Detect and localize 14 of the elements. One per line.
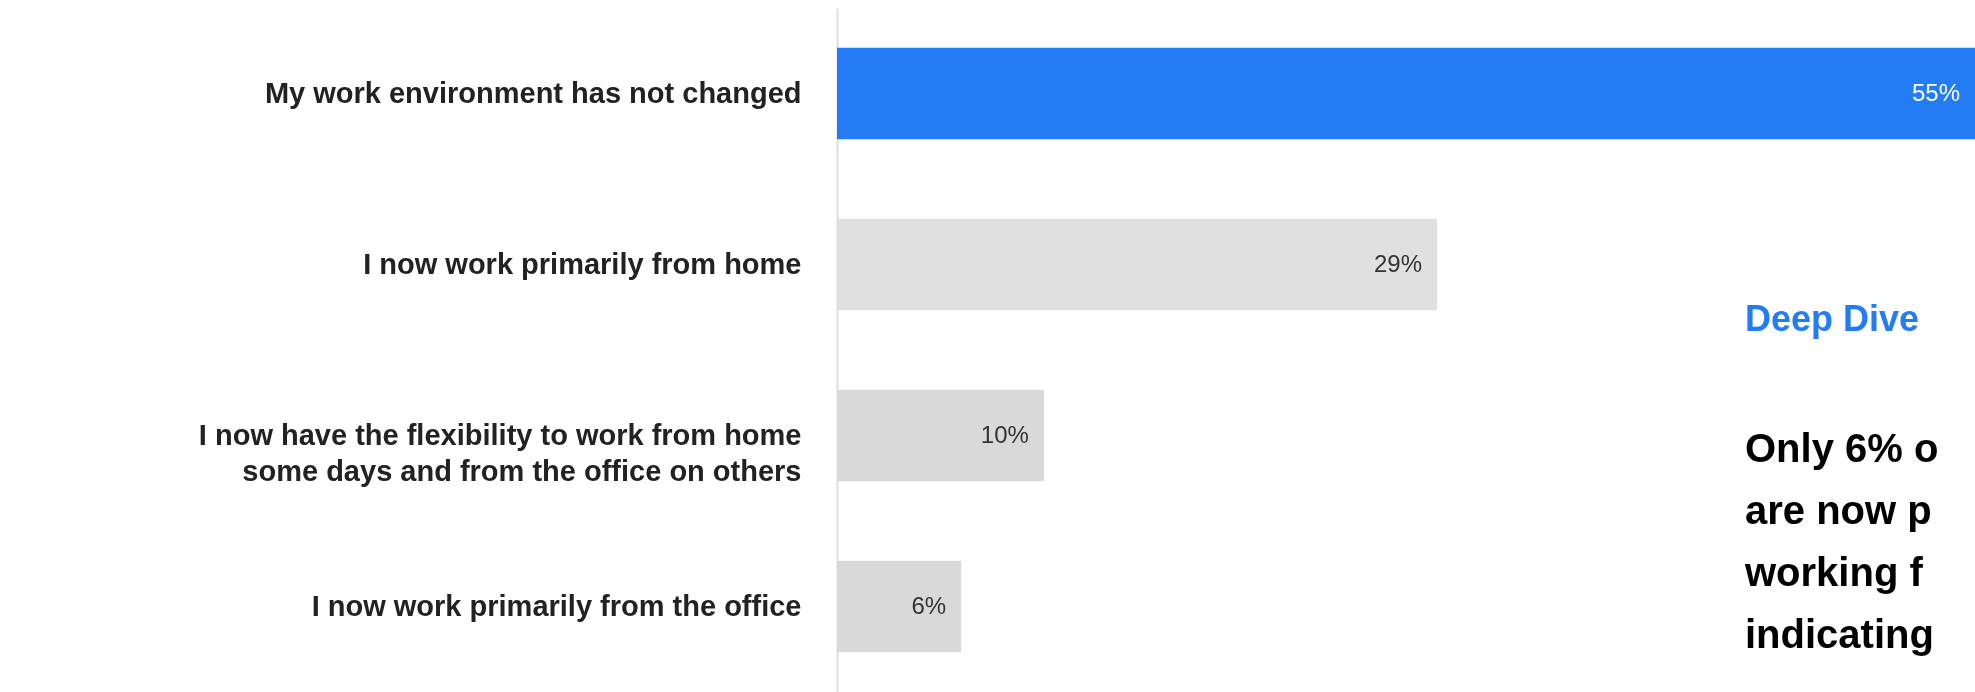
data-label: 6% [911, 591, 947, 619]
y-tick-label: I now work primarily from the office [311, 589, 802, 622]
data-label: 55% [1911, 78, 1960, 106]
bar [837, 47, 1975, 140]
annotation: Deep Dive [1745, 298, 1920, 339]
y-tick-label: I now have the flexibility to work from home some days and from the office on others [198, 418, 802, 487]
annotation: working f [1744, 550, 1924, 594]
data-label: 10% [980, 420, 1029, 448]
data-label: 29% [1373, 249, 1423, 277]
y-tick-label: My work environment has not changed [264, 76, 802, 109]
annotation: are now p [1745, 488, 1932, 532]
annotation: indicating [1745, 612, 1934, 656]
annotation: Only 6% o [1745, 426, 1939, 470]
y-tick-label: I now work primarily from home [363, 247, 802, 280]
